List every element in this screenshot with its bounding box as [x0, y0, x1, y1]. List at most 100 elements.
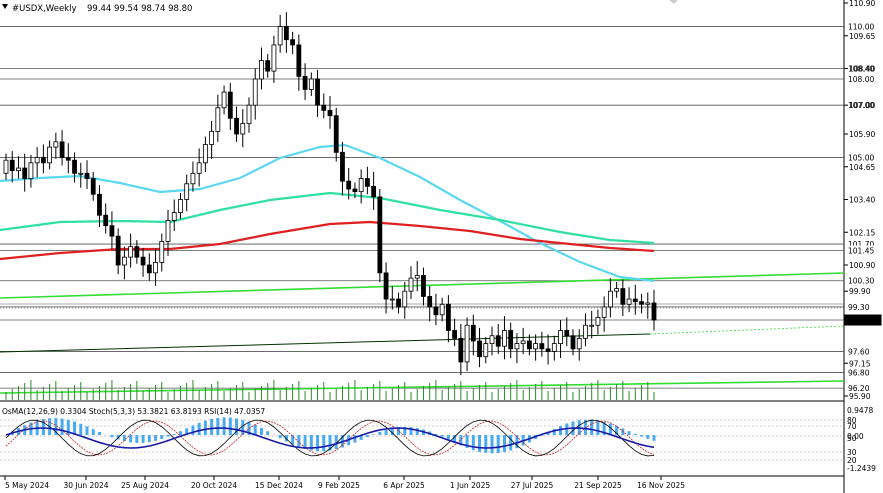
candle	[90, 171, 96, 201]
ma-mid-line	[0, 191, 655, 245]
price-scale-label: 109.65	[849, 32, 875, 41]
price-scale-label: 105.90	[849, 130, 875, 139]
candle	[16, 156, 21, 179]
candle	[84, 160, 90, 190]
candle	[78, 162, 84, 188]
candle	[146, 253, 152, 281]
candle	[115, 228, 121, 275]
level-label-box	[845, 239, 881, 250]
candle	[53, 132, 59, 159]
candle	[620, 279, 626, 317]
candle	[265, 54, 271, 78]
candle	[302, 63, 308, 100]
time-axis-label: 16 Nov 2025	[637, 481, 685, 490]
level-label: 108.00	[848, 75, 874, 84]
candle	[47, 140, 53, 170]
candle	[520, 327, 526, 355]
candle	[576, 329, 582, 361]
candle	[651, 289, 657, 331]
candle	[202, 136, 208, 172]
level-label-box	[845, 346, 881, 357]
candle	[421, 267, 426, 306]
candle	[22, 153, 28, 192]
candle	[414, 261, 420, 292]
candle	[371, 171, 377, 210]
time-axis-label: 30 Jun 2024	[63, 481, 108, 490]
candle	[639, 293, 644, 314]
candle	[489, 326, 495, 356]
candle	[40, 144, 46, 174]
candle	[34, 147, 40, 178]
candle	[97, 185, 102, 228]
time-axis-label: 6 Apr 2025	[383, 481, 425, 490]
candle	[570, 329, 576, 356]
candle	[408, 266, 414, 300]
candle	[184, 174, 190, 212]
candle	[340, 141, 345, 196]
candle	[445, 295, 451, 343]
candle	[9, 151, 15, 183]
price-scale-label: 103.40	[849, 196, 875, 205]
level-label-box	[845, 152, 881, 163]
candle	[165, 209, 171, 256]
candle	[502, 316, 507, 360]
candle	[464, 317, 470, 372]
candle	[103, 203, 109, 234]
candle	[178, 192, 183, 220]
level-label: 96.20	[848, 384, 870, 393]
chart-header: #USDX,Weekly 99.44 99.54 98.74 98.80	[2, 4, 192, 14]
candle	[458, 323, 464, 376]
candle	[290, 31, 296, 55]
level-label-box	[845, 301, 881, 312]
level-label: 97.60	[848, 347, 870, 356]
candle	[159, 233, 165, 272]
level-label: 96.80	[848, 368, 870, 377]
ma-fast-line	[0, 143, 655, 283]
price-scale: 110.90 109.65 108.40 107.00 105.90 104.65 103.…	[844, 0, 875, 401]
price-scale-label: 110.90	[849, 0, 875, 8]
time-axis-label: 25 Aug 2024	[121, 481, 169, 490]
level-label: 98.80	[848, 316, 870, 325]
candle	[153, 247, 158, 286]
indicator-level-label: 50	[847, 434, 857, 443]
time-axis-label: 15 Dec 2024	[255, 481, 303, 490]
candle	[595, 309, 601, 335]
candle	[558, 320, 563, 359]
symbol-dropdown-icon[interactable]	[2, 4, 8, 9]
time-axis: 5 May 2024 30 Jun 2024 25 Aug 2024 20 Oct 2…	[4, 476, 685, 490]
candle	[196, 148, 202, 187]
level-label-box	[845, 21, 881, 32]
candle	[477, 327, 482, 368]
indicator-level-label: 70	[847, 422, 857, 431]
stoch-main-line	[5, 419, 655, 457]
candle	[583, 313, 588, 347]
candle	[72, 152, 77, 183]
symbol-name: #USDX,Weekly	[12, 4, 77, 14]
level-label-box	[845, 275, 881, 286]
price-scale-label: 99.90	[849, 287, 871, 296]
candle	[564, 317, 570, 347]
price-scale-label: 95.90	[849, 392, 871, 401]
candle	[215, 94, 221, 142]
candlestick-series	[3, 12, 657, 376]
one-click-trading-icon[interactable]	[669, 0, 678, 4]
candle	[551, 335, 557, 361]
indicator-label: OsMA(12,26,9) 0.3304 Stoch(5,3,3) 53.382…	[2, 407, 265, 416]
price-scale-label: 100.90	[849, 261, 875, 270]
level-label: 99.30	[848, 303, 870, 312]
candle	[439, 297, 445, 322]
candle	[377, 189, 383, 283]
time-axis-label: 27 Jul 2025	[511, 481, 554, 490]
candle	[389, 285, 395, 310]
candle	[321, 93, 327, 119]
volume-bars	[5, 380, 655, 400]
candle	[109, 211, 115, 250]
candle	[134, 240, 140, 264]
candle	[59, 130, 65, 166]
candle	[190, 161, 196, 192]
candle	[533, 334, 539, 361]
candle	[607, 278, 613, 318]
